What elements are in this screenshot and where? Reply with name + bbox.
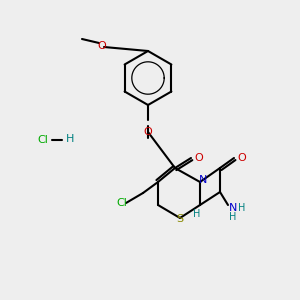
Text: O: O	[144, 127, 152, 137]
Text: Cl: Cl	[117, 198, 128, 208]
Text: S: S	[176, 214, 184, 224]
Text: N: N	[199, 175, 207, 185]
Text: H: H	[229, 212, 237, 222]
Text: N: N	[229, 203, 237, 213]
Text: O: O	[238, 153, 246, 163]
Text: O: O	[98, 41, 106, 51]
Text: H: H	[66, 134, 74, 144]
Text: O: O	[195, 153, 203, 163]
Text: Cl: Cl	[38, 135, 48, 145]
Text: H: H	[238, 203, 246, 213]
Text: H: H	[193, 209, 201, 219]
